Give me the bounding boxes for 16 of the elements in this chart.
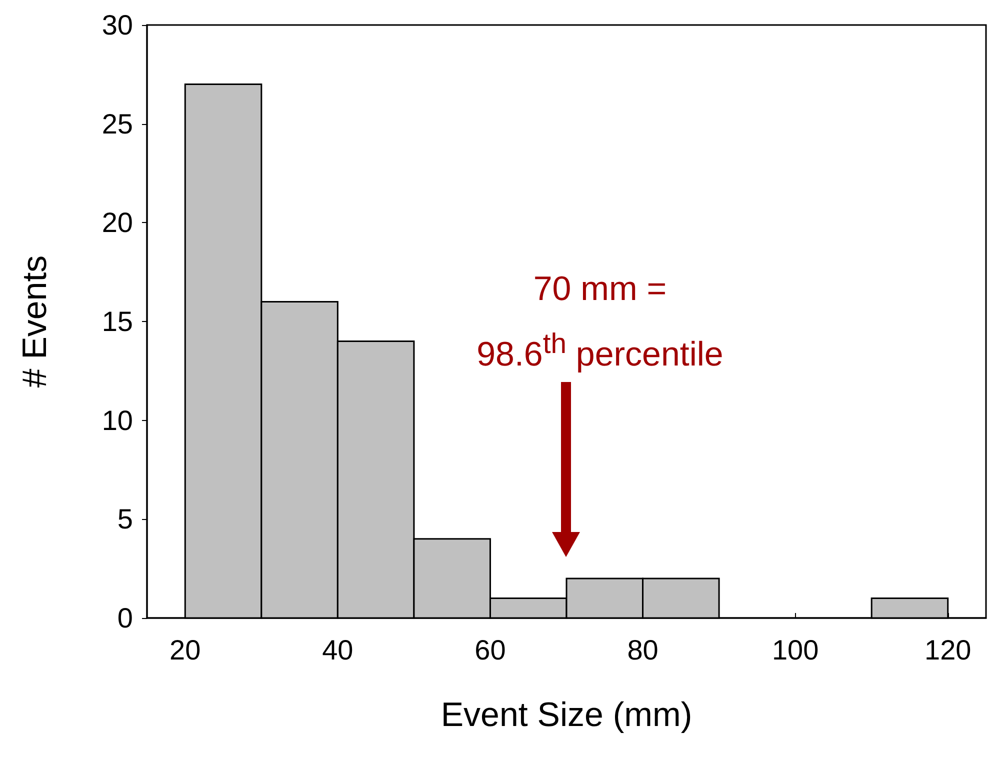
x-axis-title: Event Size (mm) xyxy=(440,696,692,734)
y-tick-label: 10 xyxy=(102,404,133,436)
y-tick-label: 0 xyxy=(117,602,133,634)
y-tick-label: 30 xyxy=(102,10,133,40)
y-tick-label: 25 xyxy=(102,108,133,140)
y-axis-title: # Events xyxy=(16,255,54,388)
annotation: 70 mm = 98.6$^{th}$ percentile xyxy=(476,269,724,376)
y-tick-label: 15 xyxy=(102,306,133,337)
x-tick-label: 100 xyxy=(772,634,819,666)
x-tick-label: 120 xyxy=(924,634,972,666)
x-tick-label: 20 xyxy=(170,634,201,666)
x-tick-label: 60 xyxy=(474,634,506,666)
x-tick-label: 40 xyxy=(322,634,354,666)
y-tick-label: 20 xyxy=(102,207,133,238)
y-tick-label: 5 xyxy=(117,504,133,535)
x-tick-label: 80 xyxy=(627,634,658,666)
